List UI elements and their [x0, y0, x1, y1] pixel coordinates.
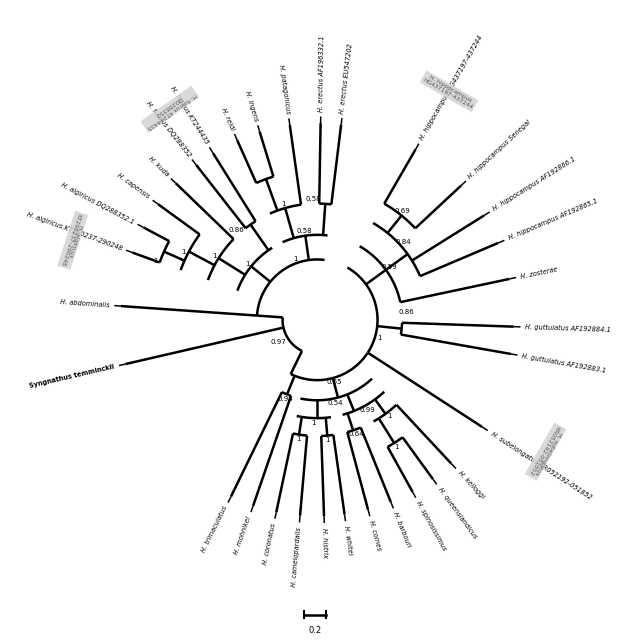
Text: 1: 1 [181, 249, 186, 255]
Text: 1: 1 [153, 258, 158, 264]
Text: 1: 1 [212, 253, 217, 259]
Text: H. reidi: H. reidi [220, 107, 235, 131]
Text: H. whitei: H. whitei [343, 526, 353, 555]
Text: H. spinosissimus: H. spinosissimus [415, 500, 448, 552]
Text: H. fuscus DQ288352: H. fuscus DQ288352 [145, 100, 191, 158]
Text: H. algiricus KT290237-290248: H. algiricus KT290237-290248 [26, 211, 123, 252]
Text: H. hippocampus
HG437197-437244: H. hippocampus HG437197-437244 [422, 73, 476, 110]
Text: Syngnathus temminckii: Syngnathus temminckii [29, 364, 115, 389]
Text: H. patagonicus: H. patagonicus [278, 64, 291, 115]
Text: 1: 1 [325, 437, 330, 443]
Text: H. hippocampus AF192865.1: H. hippocampus AF192865.1 [507, 198, 598, 242]
Text: H. zosterae: H. zosterae [520, 266, 558, 279]
Text: H. trimaculatus: H. trimaculatus [201, 506, 229, 554]
Text: 0.86: 0.86 [228, 227, 244, 233]
Text: H. guttulatus AF192883.1: H. guttulatus AF192883.1 [521, 353, 607, 374]
Text: H. guttulatus AF192884.1: H. guttulatus AF192884.1 [525, 324, 611, 333]
Text: 1: 1 [311, 419, 316, 426]
Text: 0.84: 0.84 [396, 239, 411, 245]
Text: H. algiricus
KT290237-290248: H. algiricus KT290237-290248 [59, 213, 86, 268]
Text: 0.58: 0.58 [305, 196, 321, 202]
Text: 0.69: 0.69 [394, 207, 410, 214]
Text: 1: 1 [377, 335, 382, 341]
Text: H. fuscus KT244435: H. fuscus KT244435 [169, 85, 210, 145]
Text: H. subelongatus KR052192-051852: H. subelongatus KR052192-051852 [490, 430, 593, 500]
Text: H. capensis: H. capensis [116, 173, 151, 200]
Text: 0.59: 0.59 [382, 264, 398, 270]
Text: H. subelongatus
KR052192-051852: H. subelongatus KR052192-051852 [527, 424, 564, 478]
Text: H. barbouri: H. barbouri [392, 511, 412, 548]
Text: 1: 1 [394, 444, 399, 450]
Text: 0.64: 0.64 [349, 431, 365, 437]
Text: H. erectus AF196332.1: H. erectus AF196332.1 [318, 35, 325, 112]
Text: 0.97: 0.97 [271, 339, 287, 345]
Text: 0.58: 0.58 [297, 228, 313, 234]
Text: H. ingens: H. ingens [244, 90, 259, 122]
Text: H. histrix: H. histrix [321, 527, 328, 558]
Text: 1: 1 [245, 261, 250, 267]
Text: 0.86: 0.86 [398, 309, 414, 315]
Text: H. kelloggi: H. kelloggi [456, 469, 485, 500]
Text: H. fuscus KT244435
DQ288352: H. fuscus KT244435 DQ288352 [143, 88, 197, 131]
Text: 0.99: 0.99 [359, 407, 375, 413]
Text: 0.94: 0.94 [278, 395, 293, 402]
Text: H. hippocampus Senegal: H. hippocampus Senegal [467, 119, 532, 180]
Text: 1: 1 [293, 256, 297, 262]
Text: H. coronatus: H. coronatus [262, 522, 277, 565]
Text: 1: 1 [296, 436, 301, 442]
Text: 0.2: 0.2 [308, 626, 321, 635]
Text: 1: 1 [387, 413, 392, 419]
Text: H. hippocampus HG437197-437244: H. hippocampus HG437197-437244 [418, 35, 484, 141]
Text: 0.54: 0.54 [327, 400, 342, 406]
Text: 1: 1 [281, 201, 286, 207]
Text: H. kuda: H. kuda [147, 155, 170, 178]
Text: H. abdominalis: H. abdominalis [60, 299, 110, 308]
Text: H. erectus EU547202: H. erectus EU547202 [340, 43, 354, 114]
Text: 0.55: 0.55 [327, 379, 342, 385]
Text: H. algiricus DQ288352.1: H. algiricus DQ288352.1 [60, 181, 135, 225]
Text: H. hippocampus AF192866.1: H. hippocampus AF192866.1 [492, 156, 577, 212]
Text: H. camelopardalis: H. camelopardalis [291, 527, 302, 587]
Text: H. comes: H. comes [368, 520, 382, 551]
Text: H. mohnikei: H. mohnikei [234, 515, 252, 555]
Text: H. queenslandicus: H. queenslandicus [437, 486, 478, 540]
